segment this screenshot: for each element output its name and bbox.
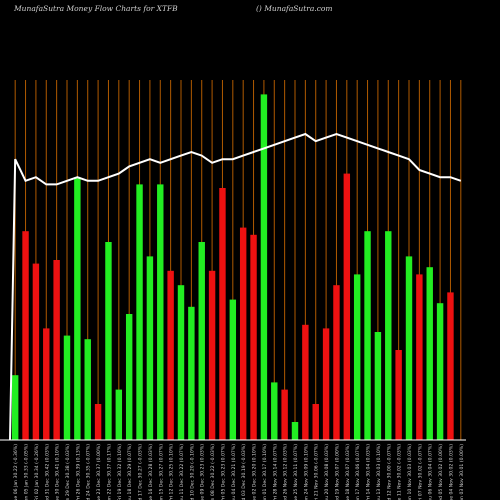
volume-bar <box>157 184 164 440</box>
volume-bar <box>115 389 123 440</box>
volume-bar <box>146 256 154 440</box>
volume-bar <box>436 303 444 440</box>
volume-bar <box>188 306 195 440</box>
x-tick-label: Wed 17 Dec 30.27 (-0.03%) <box>138 444 144 500</box>
volume-bar <box>105 242 112 440</box>
volume-bar <box>84 339 91 440</box>
x-tick-label: Fri 02 Jan 30.34 (-0.26%) <box>34 444 40 500</box>
volume-bar <box>208 270 216 440</box>
x-tick-label: Mon 22 Dec 30.37 (0.17%) <box>106 444 112 500</box>
x-tick-label: Mon 15 Dec 30.27 (0.07%) <box>158 444 164 500</box>
volume-bar <box>32 263 40 440</box>
volume-bar <box>426 267 433 440</box>
x-tick-label: Fri 14 Nov 30.04 (0.03%) <box>366 444 372 500</box>
x-tick-label: Wed 19 Nov 30.07 (0.00%) <box>334 444 340 500</box>
x-tick-label: Wed 05 Nov 30.02 (0.00%) <box>438 444 444 500</box>
x-tick-labels: Tue 06 Jan 30.22 (-0.36%) Mon 05 Jan 30.3… <box>13 444 465 500</box>
x-tick-label: Fri 19 Dec 30.32 (0.10%) <box>117 444 123 500</box>
site-credit: () MunafaSutra.com <box>256 4 333 13</box>
x-tick-label: Wed 12 Nov 30.00 (-0.07%) <box>386 444 392 500</box>
x-tick-label: Fri 12 Dec 30.25 (0.10%) <box>169 444 175 500</box>
volume-bar <box>43 328 50 440</box>
volume-bar <box>271 382 278 440</box>
volume-bar <box>136 184 143 440</box>
volume-bar <box>74 177 81 440</box>
x-tick-label: Tue 18 Nov 30.07 (0.03%) <box>345 444 351 500</box>
x-tick-label: Tue 16 Dec 30.28 (0.03%) <box>148 444 154 500</box>
volume-bar <box>353 274 361 440</box>
x-tick-label: Mon 01 Dec 30.17 (0.10%) <box>262 444 268 500</box>
volume-bar <box>447 292 454 440</box>
volume-bar <box>333 285 340 440</box>
volume-bars <box>11 94 454 441</box>
volume-bar <box>250 234 257 440</box>
volume-bar <box>416 274 423 440</box>
volume-bar <box>63 335 71 440</box>
x-tick-label: Fri 07 Nov 30.02 (-0.07%) <box>417 444 423 500</box>
volume-bar <box>219 188 226 440</box>
volume-bar <box>94 404 102 440</box>
x-tick-label: Tue 30 Dec 30.41 (0.10%) <box>55 444 61 500</box>
x-tick-label: Tue 11 Nov 30.02 (-0.03%) <box>397 444 403 500</box>
x-tick-label: Tue 25 Nov 30.11 (0.07%) <box>293 444 299 500</box>
volume-bar <box>239 227 247 440</box>
x-tick-label: Wed 24 Dec 30.35 (-0.07%) <box>86 444 92 500</box>
volume-bar <box>395 350 402 440</box>
money-flow-series-line <box>9 132 462 441</box>
x-tick-label: Wed 10 Dec 30.20 (-0.10%) <box>189 444 195 500</box>
x-tick-label: Mon 10 Nov 30.03 (0.03%) <box>407 444 413 500</box>
x-tick-label: Tue 02 Dec 30.20 (0.10%) <box>252 444 258 500</box>
x-tick-label: Wed 31 Dec 30.42 (0.03%) <box>44 444 50 500</box>
volume-bar <box>22 231 29 440</box>
volume-bar <box>364 231 371 440</box>
x-tick-label: Tue 06 Jan 30.22 (-0.36%) <box>13 444 19 500</box>
x-tick-label: Mon 24 Nov 30.09 (0.10%) <box>303 444 309 500</box>
chart-title: MunafaSutra Money Flow Charts for XTFB <box>14 4 178 13</box>
volume-bar <box>374 332 382 440</box>
x-tick-label: Fri 28 Nov 30.14 (0.07%) <box>272 444 278 500</box>
x-tick-label: Thu 04 Dec 30.21 (0.07%) <box>231 444 237 500</box>
volume-bar <box>312 404 319 440</box>
money-flow-line <box>9 132 462 441</box>
x-tick-label: Mon 08 Dec 30.22 (-0.03%) <box>210 444 216 500</box>
volume-bar <box>11 375 19 440</box>
x-tick-label: Mon 03 Nov 30.01 (0.00%) <box>459 444 465 500</box>
volume-bar <box>291 422 299 440</box>
volume-bar <box>198 242 205 440</box>
volume-bar <box>343 173 351 440</box>
x-tick-label: Wed 03 Dec 30.19 (-0.03%) <box>241 444 247 500</box>
x-tick-label: Fri 26 Dec 30.39 (0.13%) <box>75 444 81 500</box>
x-tick-label: Thu 18 Dec 30.29 (0.07%) <box>127 444 133 500</box>
x-tick-label: Thu 13 Nov 30.03 (0.10%) <box>376 444 382 500</box>
x-tick-label: Fri 05 Dec 30.23 (0.07%) <box>220 444 226 500</box>
volume-bar <box>385 231 392 440</box>
volume-bar <box>53 260 60 440</box>
volume-bar <box>322 328 330 440</box>
volume-bar <box>405 256 413 440</box>
volume-bar <box>125 314 133 440</box>
volume-bar <box>177 285 185 440</box>
x-tick-label: Mon 17 Nov 30.06 (0.07%) <box>355 444 361 500</box>
x-tick-label: Mon 29 Dec 30.38 (-0.03%) <box>65 444 71 500</box>
x-tick-label: Tue 23 Dec 30.37 (0.00%) <box>96 444 102 500</box>
x-tick-label: Thu 20 Nov 30.08 (0.03%) <box>324 444 330 500</box>
volume-bar <box>302 324 309 440</box>
x-tick-label: Fri 21 Nov 30.06 (-0.07%) <box>314 444 320 500</box>
x-tick-label: Wed 26 Nov 30.12 (0.03%) <box>283 444 289 500</box>
x-tick-label: Mon 05 Jan 30.33 (-0.05%) <box>24 444 30 500</box>
x-tick-label: Thu 06 Nov 30.04 (0.07%) <box>428 444 434 500</box>
volume-bar <box>260 94 268 441</box>
x-tick-label: Thu 11 Dec 30.22 (0.07%) <box>179 444 185 500</box>
grid-lines <box>14 80 462 440</box>
x-tick-label: Tue 04 Nov 30.02 (0.03%) <box>448 444 454 500</box>
volume-bar <box>229 299 237 440</box>
volume-bar <box>281 389 288 440</box>
volume-bar <box>167 270 174 440</box>
x-tick-label: Tue 09 Dec 30.23 (0.03%) <box>200 444 206 500</box>
